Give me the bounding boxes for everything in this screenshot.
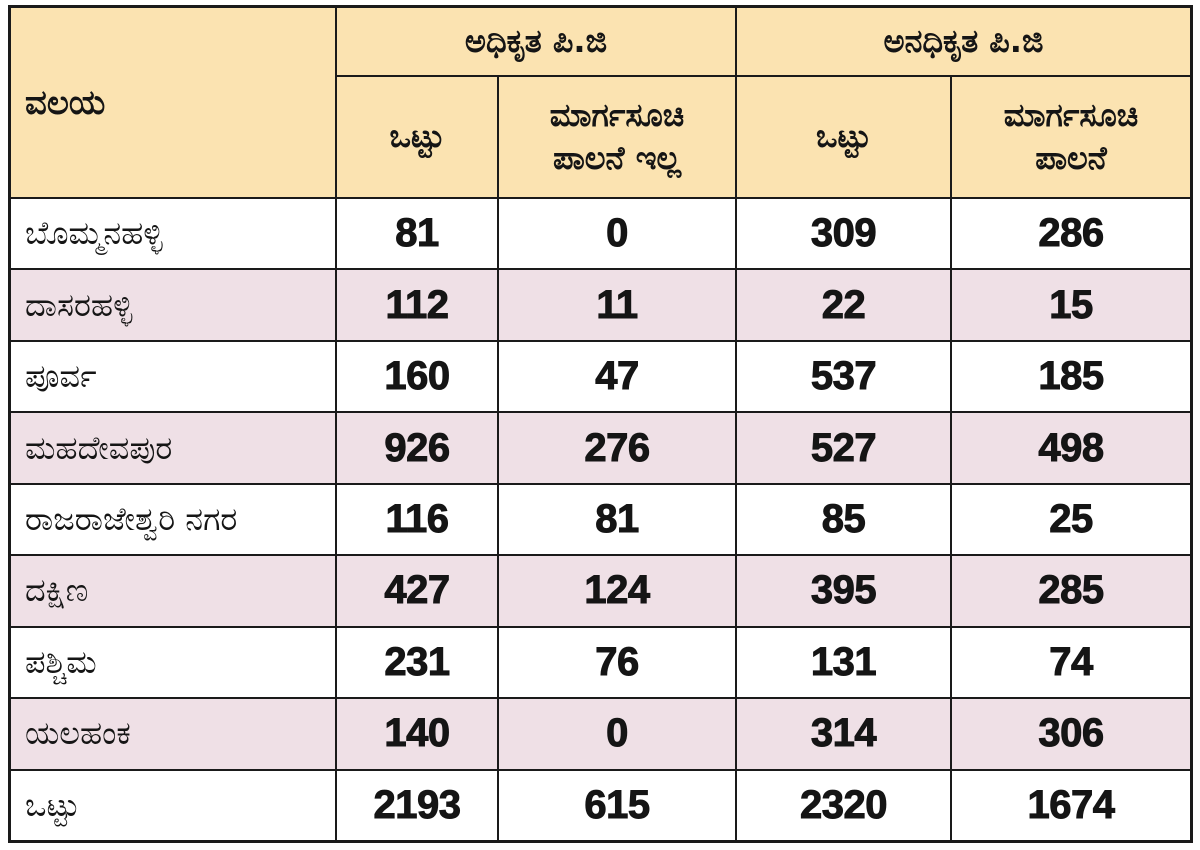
authorized-noncompliance-cell: 76 xyxy=(499,627,735,698)
zone-column-header: ವಲಯ xyxy=(11,8,335,197)
zone-name-cell: ಪೂರ್ವ xyxy=(11,341,335,412)
unauthorized-total-cell: 527 xyxy=(737,413,950,483)
zone-name-cell: ಮಹದೇವಪುರ xyxy=(11,413,335,483)
column-header-line: ಒಟ್ಟು xyxy=(816,117,871,156)
unauthorized-total-cell: 314 xyxy=(737,699,950,769)
authorized-noncompliance-cell: 11 xyxy=(499,270,735,340)
column-header-line: ಪಾಲನೆ ಇಲ್ಲ xyxy=(552,139,682,177)
authorized-noncompliance-cell: 81 xyxy=(499,484,735,555)
authorized-total-column-header: ಒಟ್ಟು xyxy=(337,77,497,197)
column-header-line: ಒಟ್ಟು xyxy=(389,117,445,156)
authorized-noncompliance-cell: 0 xyxy=(499,199,735,269)
zone-name-cell: ರಾಜರಾಜೇಶ್ವರಿ ನಗರ xyxy=(11,484,335,555)
zone-name-cell: ಬೊಮ್ಮನಹಳ್ಳಿ xyxy=(11,199,335,269)
unauthorized-compliance-column-header: ಮಾರ್ಗಸೂಚಿ ಪಾಲನೆ xyxy=(952,77,1190,197)
zone-name-cell: ಪಶ್ಚಿಮ xyxy=(11,627,335,698)
authorized-total-cell: 116 xyxy=(337,484,497,555)
authorized-noncompliance-cell: 0 xyxy=(499,699,735,769)
column-header-line: ಪಾಲನೆ xyxy=(1035,139,1107,177)
column-header-line: ಮಾರ್ಗಸೂಚಿ xyxy=(1003,95,1139,134)
unauthorized-compliance-cell: 306 xyxy=(952,699,1190,769)
authorized-total-cell: 81 xyxy=(337,199,497,269)
zone-name-cell: ಯಲಹಂಕ xyxy=(11,699,335,769)
authorized-total-cell: 926 xyxy=(337,413,497,483)
authorized-pg-group-header: ಅಧಿಕೃತ ಪಿ.ಜಿ xyxy=(337,8,735,75)
zone-name-cell: ದಾಸರಹಳ್ಳಿ xyxy=(11,270,335,340)
authorized-total-cell: 427 xyxy=(337,556,497,626)
unauthorized-total-cell: 131 xyxy=(737,627,950,698)
unauthorized-compliance-cell: 285 xyxy=(952,556,1190,626)
authorized-noncompliance-cell: 47 xyxy=(499,341,735,412)
authorized-noncompliance-cell: 276 xyxy=(499,413,735,483)
pg-guideline-table: ವಲಯ ಅಧಿಕೃತ ಪಿ.ಜಿ ಅನಧಿಕೃತ ಪಿ.ಜಿ ಒಟ್ಟು ಮಾರ… xyxy=(8,5,1193,843)
unauthorized-total-cell: 537 xyxy=(737,341,950,412)
authorized-total-cell: 231 xyxy=(337,627,497,698)
zone-name-cell: ದಕ್ಷಿಣ xyxy=(11,556,335,626)
unauthorized-compliance-cell: 74 xyxy=(952,627,1190,698)
unauthorized-total-cell: 395 xyxy=(737,556,950,626)
unauthorized-total-sum-cell: 2320 xyxy=(737,770,950,840)
authorized-total-cell: 140 xyxy=(337,699,497,769)
unauthorized-total-cell: 85 xyxy=(737,484,950,555)
unauthorized-total-column-header: ಒಟ್ಟು xyxy=(737,77,950,197)
unauthorized-compliance-cell: 15 xyxy=(952,270,1190,340)
unauthorized-compliance-cell: 185 xyxy=(952,341,1190,412)
unauthorized-compliance-cell: 498 xyxy=(952,413,1190,483)
authorized-total-sum-cell: 2193 xyxy=(337,770,497,840)
authorized-noncompliance-sum-cell: 615 xyxy=(499,770,735,840)
unauthorized-compliance-cell: 286 xyxy=(952,199,1190,269)
authorized-noncompliance-column-header: ಮಾರ್ಗಸೂಚಿ ಪಾಲನೆ ಇಲ್ಲ xyxy=(499,77,735,197)
unauthorized-total-cell: 309 xyxy=(737,199,950,269)
unauthorized-total-cell: 22 xyxy=(737,270,950,340)
authorized-total-cell: 160 xyxy=(337,341,497,412)
unauthorized-compliance-cell: 25 xyxy=(952,484,1190,555)
unauthorized-compliance-sum-cell: 1674 xyxy=(952,770,1190,840)
total-label-cell: ಒಟ್ಟು xyxy=(11,770,335,840)
unauthorized-pg-group-header: ಅನಧಿಕೃತ ಪಿ.ಜಿ xyxy=(737,8,1190,75)
column-header-line: ಮಾರ್ಗಸೂಚಿ xyxy=(549,95,685,134)
authorized-total-cell: 112 xyxy=(337,270,497,340)
authorized-noncompliance-cell: 124 xyxy=(499,556,735,626)
